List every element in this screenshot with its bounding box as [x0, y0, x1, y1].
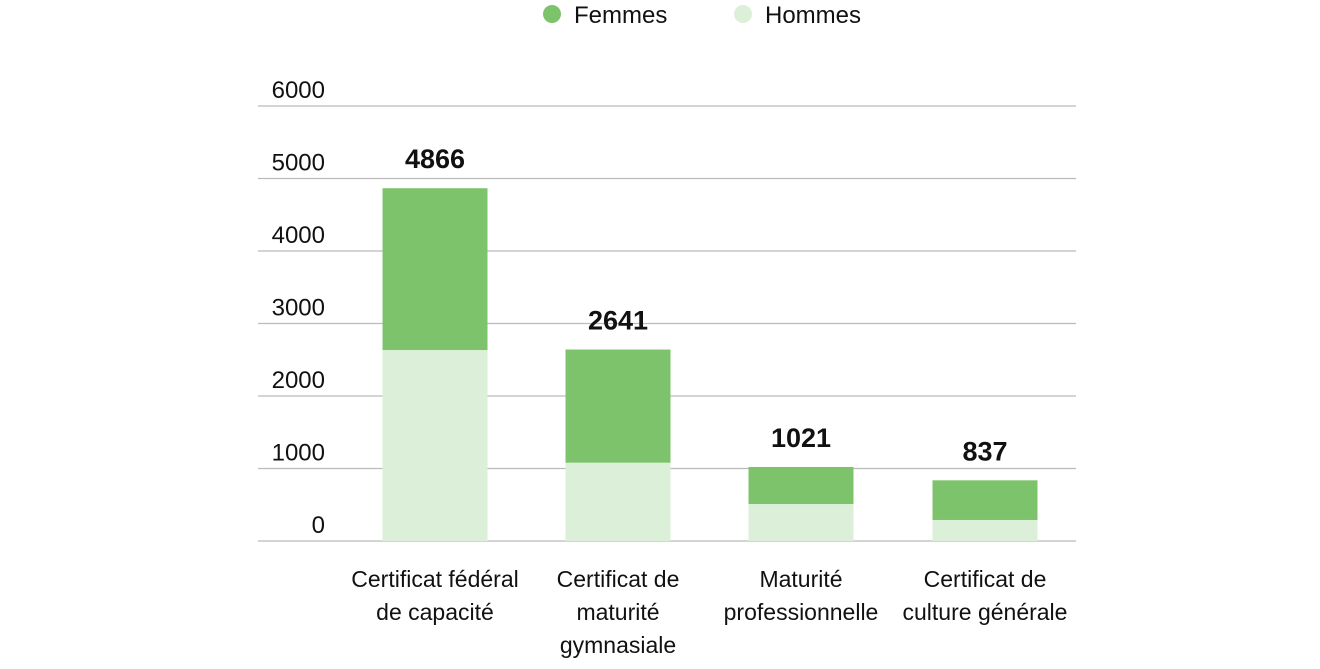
x-tick-label: Certificat de maturité gymnasiale — [556, 566, 680, 658]
bar-segment — [748, 504, 854, 541]
total-label: 837 — [962, 436, 1007, 466]
y-tick-label: 3000 — [272, 295, 325, 322]
bar-segment — [565, 349, 671, 463]
x-tick-label: Certificat fédéral de capacité — [351, 566, 519, 625]
bar-segment — [932, 519, 1038, 541]
y-tick-label: 2000 — [272, 367, 325, 394]
y-tick-label: 6000 — [272, 77, 325, 104]
total-label: 4866 — [405, 144, 465, 174]
x-tick-label: Maturité professionnelle — [723, 566, 879, 625]
y-tick-label: 0 — [312, 512, 325, 539]
legend-swatch — [734, 5, 752, 23]
y-tick-label: 4000 — [272, 222, 325, 249]
y-tick-label: 5000 — [272, 150, 325, 177]
total-label: 2641 — [588, 306, 648, 336]
bar-segment — [748, 466, 854, 505]
bar-segment — [565, 462, 671, 541]
y-tick-label: 1000 — [272, 440, 325, 467]
total-label: 1021 — [771, 423, 831, 453]
bar-segment — [382, 350, 488, 541]
legend-swatch — [543, 5, 561, 23]
legend-label: Femmes — [574, 2, 667, 29]
bar-segment — [932, 480, 1038, 520]
bar-segment — [382, 188, 488, 351]
legend-label: Hommes — [765, 2, 861, 29]
x-tick-label: Certificat de culture générale — [902, 566, 1068, 625]
